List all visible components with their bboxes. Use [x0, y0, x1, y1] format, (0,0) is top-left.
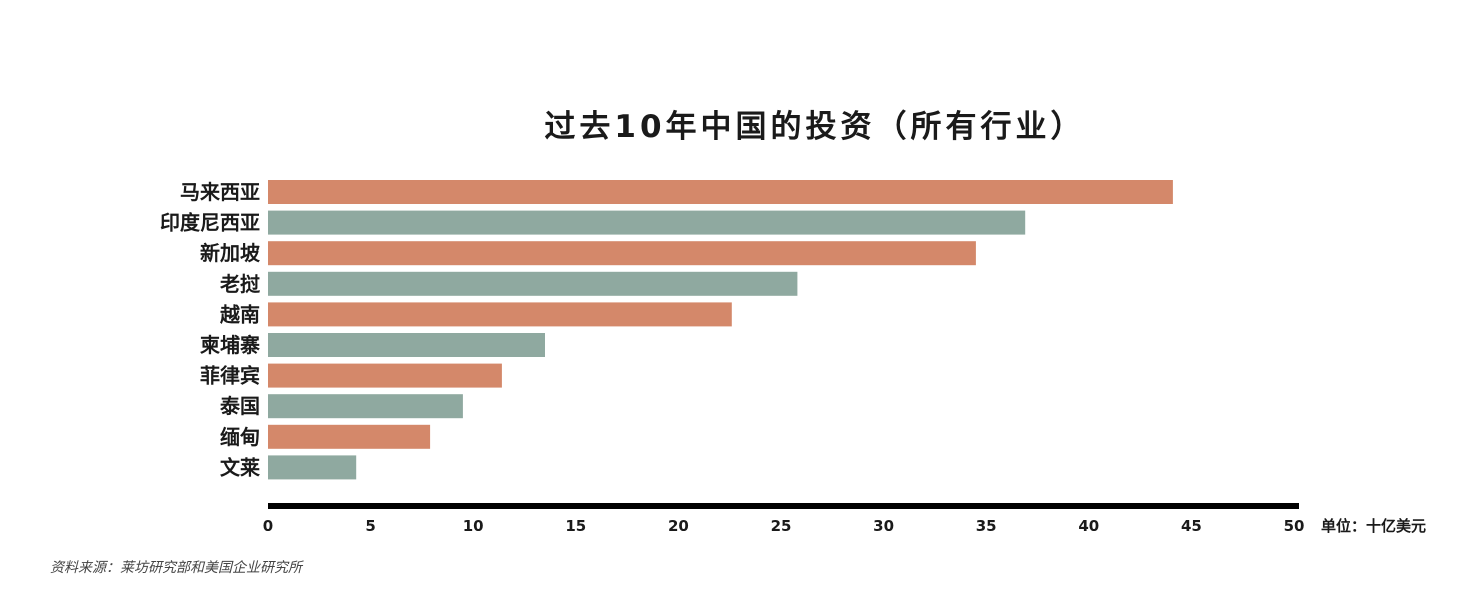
category-label-5: 柬埔寨: [200, 333, 260, 357]
x-tick-label-10: 50: [1284, 517, 1305, 535]
bar-3: [268, 271, 798, 296]
category-label-0: 马来西亚: [180, 180, 260, 204]
bar-5: [268, 333, 545, 357]
x-tick-label-1: 5: [365, 517, 375, 535]
x-tick-label-8: 40: [1078, 517, 1099, 535]
x-tick-label-5: 25: [771, 517, 792, 535]
bar-7: [268, 394, 463, 419]
x-tick-label-0: 0: [263, 517, 273, 535]
category-label-8: 缅甸: [220, 425, 260, 449]
bar-4: [268, 302, 732, 327]
x-axis-unit-label: 单位：十亿美元: [1321, 517, 1426, 535]
category-label-2: 新加坡: [200, 241, 261, 265]
category-label-1: 印度尼西亚: [160, 211, 260, 235]
category-label-7: 泰国: [219, 394, 260, 418]
bar-2: [268, 241, 976, 266]
x-tick-label-4: 20: [668, 517, 689, 535]
x-tick-label-2: 10: [463, 517, 484, 535]
chart-title: 过去10年中国的投资（所有行业）: [544, 109, 1085, 145]
x-tick-label-7: 35: [976, 517, 997, 535]
bar-0: [268, 180, 1173, 204]
x-tick-label-3: 15: [565, 517, 586, 535]
bar-8: [268, 424, 431, 449]
x-tick-labels: 0 5 10 15 20 25 30 35 40 45 50: [263, 517, 1305, 535]
x-axis-line: [268, 503, 1299, 509]
category-label-9: 文莱: [220, 455, 260, 479]
bar-9: [268, 455, 357, 480]
bar-6: [268, 363, 502, 388]
source-note: 资料来源：莱坊研究部和美国企业研究所: [50, 560, 304, 576]
bar-1: [268, 210, 1026, 235]
category-label-3: 老挝: [220, 272, 261, 296]
category-label-6: 菲律宾: [200, 364, 260, 388]
bars-group: [268, 180, 1173, 480]
category-label-4: 越南: [219, 302, 260, 326]
x-tick-label-6: 30: [873, 517, 894, 535]
x-tick-label-9: 45: [1181, 517, 1202, 535]
